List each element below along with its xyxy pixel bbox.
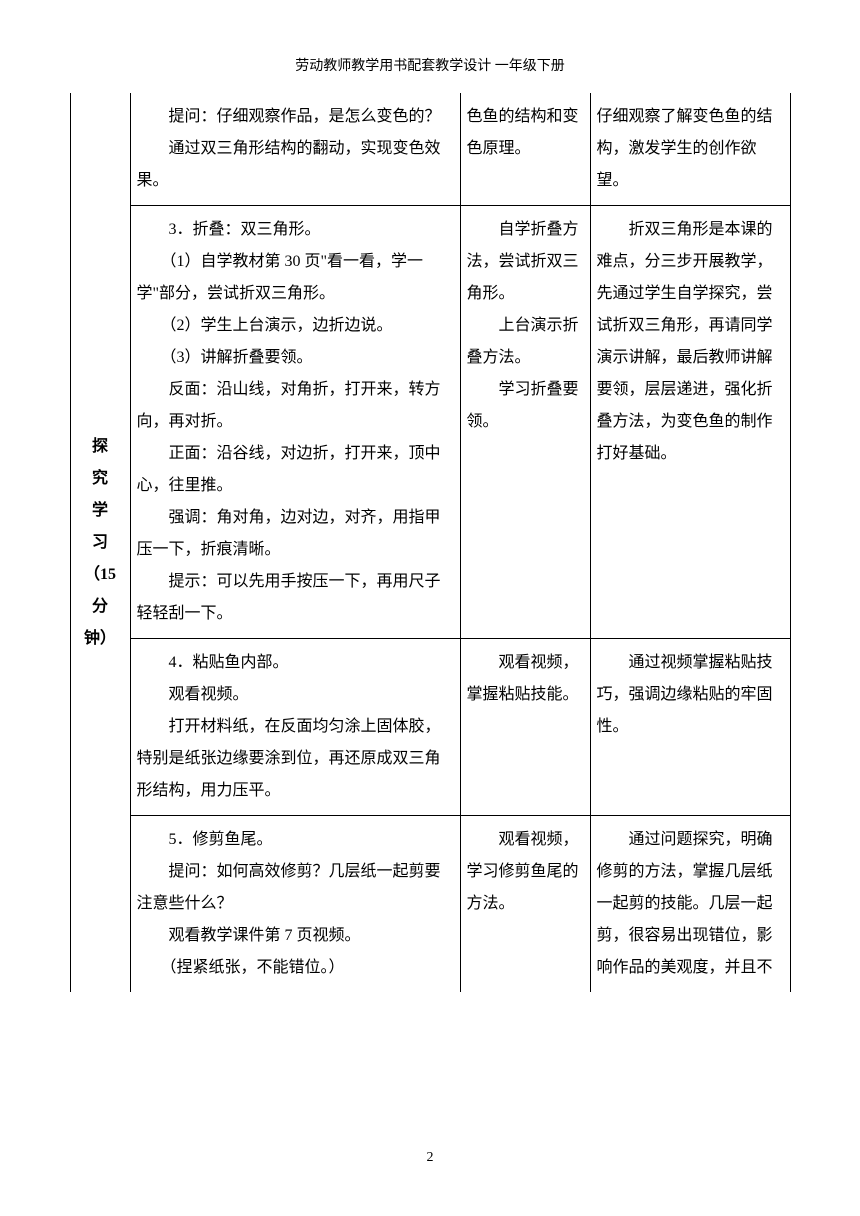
page-number: 2 [0, 1150, 860, 1166]
student-activity-cell-2: 自学折叠方法，尝试折双三角形。 上台演示折叠方法。 学习折叠要领。 [460, 206, 590, 639]
design-intent-4: 通过问题探究，明确修剪的方法，掌握几层纸一起剪的技能。几层一起剪，很容易出现错位… [597, 824, 784, 984]
teacher-activity-4: 5．修剪鱼尾。 提问：如何高效修剪？几层纸一起剪要注意些什么？ 观看教学课件第 … [137, 824, 454, 984]
design-intent-cell-2: 折双三角形是本课的难点，分三步开展教学，先通过学生自学探究，尝试折双三角形，再请… [590, 206, 790, 639]
design-intent-1: 仔细观察了解变色鱼的结构，激发学生的创作欲望。 [597, 101, 784, 197]
design-intent-3: 通过视频掌握粘贴技巧，强调边缘粘贴的牢固性。 [597, 647, 784, 743]
teacher-activity-1: 提问：仔细观察作品，是怎么变色的？ 通过双三角形结构的翻动，实现变色效果。 [137, 101, 454, 197]
design-intent-2: 折双三角形是本课的难点，分三步开展教学，先通过学生自学探究，尝试折双三角形，再请… [597, 214, 784, 470]
teacher-activity-2: 3．折叠：双三角形。 （1）自学教材第 30 页"看一看，学一学"部分，尝试折双… [137, 214, 454, 630]
student-activity-2: 自学折叠方法，尝试折双三角形。 上台演示折叠方法。 学习折叠要领。 [467, 214, 584, 438]
teacher-activity-3: 4．粘贴鱼内部。 观看视频。 打开材料纸，在反面均匀涂上固体胶，特别是纸张边缘要… [137, 647, 454, 807]
student-activity-cell-4: 观看视频，学习修剪鱼尾的方法。 [460, 816, 590, 993]
design-intent-cell-3: 通过视频掌握粘贴技巧，强调边缘粘贴的牢固性。 [590, 639, 790, 816]
student-activity-4: 观看视频，学习修剪鱼尾的方法。 [467, 824, 584, 920]
student-activity-1: 色鱼的结构和变色原理。 [467, 101, 584, 165]
teacher-activity-cell-1: 提问：仔细观察作品，是怎么变色的？ 通过双三角形结构的翻动，实现变色效果。 [130, 93, 460, 206]
section-label-cell: 探究学习（15分钟） [70, 93, 130, 992]
header-title: 劳动教师教学用书配套教学设计 一年级下册 [295, 59, 565, 74]
student-activity-cell-3: 观看视频，掌握粘贴技能。 [460, 639, 590, 816]
design-intent-cell-4: 通过问题探究，明确修剪的方法，掌握几层纸一起剪的技能。几层一起剪，很容易出现错位… [590, 816, 790, 993]
lesson-plan-table: 探究学习（15分钟） 提问：仔细观察作品，是怎么变色的？ 通过双三角形结构的翻动… [70, 93, 791, 992]
page-header: 劳动教师教学用书配套教学设计 一年级下册 [0, 0, 860, 93]
student-activity-cell-1: 色鱼的结构和变色原理。 [460, 93, 590, 206]
student-activity-3: 观看视频，掌握粘贴技能。 [467, 647, 584, 711]
teacher-activity-cell-3: 4．粘贴鱼内部。 观看视频。 打开材料纸，在反面均匀涂上固体胶，特别是纸张边缘要… [130, 639, 460, 816]
section-label: 探究学习（15分钟） [77, 431, 124, 655]
design-intent-cell-1: 仔细观察了解变色鱼的结构，激发学生的创作欲望。 [590, 93, 790, 206]
teacher-activity-cell-2: 3．折叠：双三角形。 （1）自学教材第 30 页"看一看，学一学"部分，尝试折双… [130, 206, 460, 639]
teacher-activity-cell-4: 5．修剪鱼尾。 提问：如何高效修剪？几层纸一起剪要注意些什么？ 观看教学课件第 … [130, 816, 460, 993]
